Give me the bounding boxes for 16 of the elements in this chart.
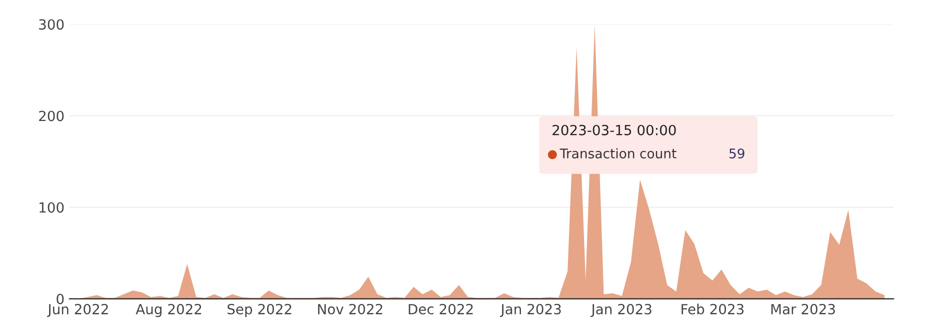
annotation: 2023-03-15 00:00 [552, 124, 676, 136]
y-tick-label: 0 [56, 294, 64, 304]
x-tick-label: Feb 2023 [682, 304, 744, 314]
y-tick-label: 300 [39, 19, 64, 30]
annotation: 59 [729, 148, 744, 158]
x-tick-label: Aug 2022 [136, 304, 202, 318]
annotation: Transaction count [560, 148, 676, 158]
x-tick-label: Nov 2022 [318, 304, 382, 314]
y-tick-label: 100 [40, 202, 64, 213]
x-tick-label: Dec 2022 [408, 304, 473, 314]
x-tick-label: Sep 2022 [228, 304, 292, 318]
y-tick-label: 200 [39, 110, 64, 122]
x-tick-label: Mar 2023 [771, 304, 835, 314]
x-tick-label: Jan 2023 [590, 304, 652, 317]
x-tick-label: Jan 2023 [500, 304, 561, 317]
x-tick-label: Jun 2022 [47, 304, 108, 317]
